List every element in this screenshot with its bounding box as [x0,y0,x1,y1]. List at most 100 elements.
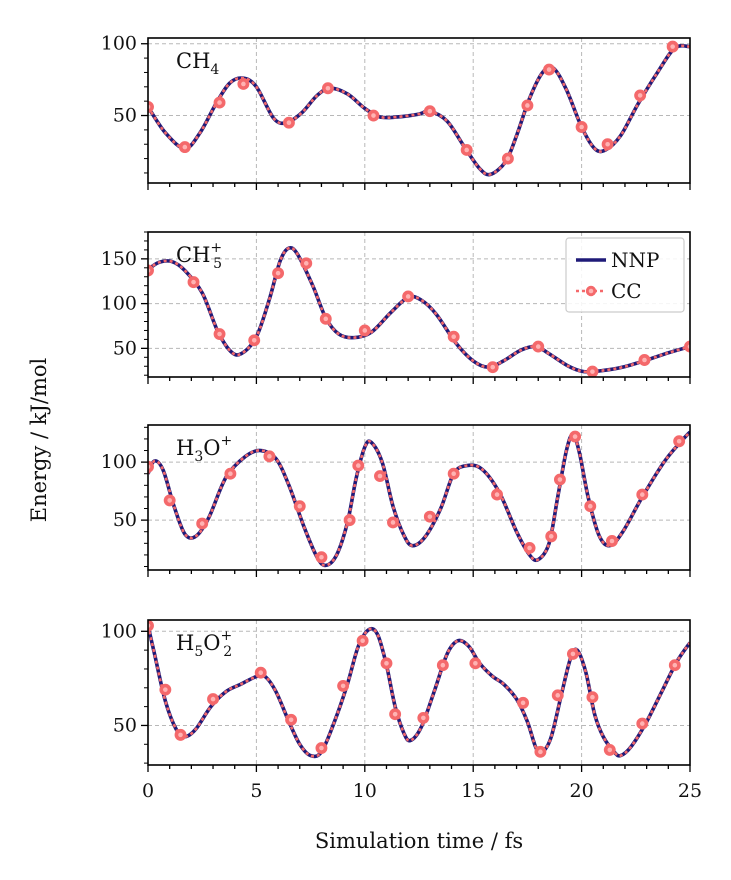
cc-marker-center [525,103,530,108]
cc-marker-center [362,328,368,333]
panel-2: 50 100 150 CH+ 5 NNP CC [101,231,691,384]
cc-marker-center [607,747,613,753]
cc-marker-center [355,463,361,468]
cc-marker-center [490,364,496,370]
cc-marker-center [325,85,331,91]
x-tick-label: 15 [461,780,485,802]
cc-marker-center [288,717,294,723]
cc-line [148,625,690,758]
legend-cc-label: CC [611,279,642,303]
cc-marker-center [384,661,389,666]
cc-marker-center [251,338,257,343]
cc-marker-center [473,661,478,666]
cc-marker-center [191,279,196,285]
cc-marker-center [642,357,647,363]
cc-marker-center [275,270,281,276]
cc-marker-center [527,545,532,551]
y-axis-label: Energy / kJ/mol [27,357,51,522]
y-tick-label: 150 [101,248,137,270]
panel-label: CH+ 5 [176,240,222,272]
cc-marker-center [587,503,593,509]
cc-marker-center [323,316,329,322]
cc-marker-center [319,554,324,560]
plot-frame [147,231,691,378]
cc-marker-center [217,331,222,337]
cc-marker-center [579,124,584,130]
plot-frame [147,424,691,571]
cc-marker-center [672,662,678,668]
cc-line [148,246,690,374]
x-tick-label: 20 [570,780,594,802]
legend-cc-marker-center [588,288,594,294]
nnp-line [148,43,690,177]
cc-marker-center [297,503,303,509]
cc-marker-center [440,662,446,668]
panel-3: 50 100 H3O+ [101,424,691,577]
cc-marker-center [390,520,396,525]
cc-marker-center [548,534,554,539]
cc-marker-center [555,693,561,698]
cc-marker-center [609,538,615,544]
y-tick-label: 50 [113,337,137,359]
cc-marker-center [258,670,264,676]
y-tick-label: 50 [113,509,137,531]
x-axis-label: Simulation time / fs [315,829,523,853]
cc-marker-center [505,156,511,161]
cc-marker-center [405,294,411,299]
cc-marker-center [605,141,610,147]
legend-nnp-label: NNP [611,248,659,272]
y-tick-label: 50 [113,105,137,127]
cc-marker-center [590,369,595,374]
cc-marker-center [427,108,433,114]
cc-marker-center [520,700,526,706]
cc-marker-center [637,93,643,98]
cc-marker-center [535,344,541,349]
y-tick-label: 50 [113,714,137,736]
cc-marker-center [377,473,383,479]
cc-line [148,44,690,176]
cc-marker-center [572,434,578,439]
cc-marker-center [538,749,543,755]
cc-marker-center [241,81,246,87]
cc-marker-center [640,492,645,497]
cc-marker-center [303,261,309,266]
cc-marker-center [546,67,552,72]
cc-marker-center [590,694,595,700]
panel-label: CH4 [176,49,219,78]
cc-marker-center [319,745,324,751]
cc-marker-center [570,651,576,657]
cc-marker-center [360,638,365,644]
cc-marker-center [464,147,469,153]
cc-marker-center [340,683,346,689]
x-tick-label: 25 [678,780,702,802]
cc-marker-center [421,715,426,721]
cc-marker-center [167,498,172,503]
panel-4: 50 100 H5O+ 2 0 5 10 15 20 25 [101,619,702,802]
cc-marker-center [494,492,500,497]
cc-marker-center [640,721,645,726]
cc-marker-center [371,113,376,118]
cc-marker-center [217,100,222,105]
cc-marker-center [451,334,456,340]
x-tick-label: 0 [142,780,154,802]
panel-1: 50 100 CH4 [101,33,691,190]
y-tick-label: 100 [101,451,137,473]
y-tick-label: 100 [101,293,137,315]
cc-marker-center [182,144,188,150]
cc-marker-center [392,711,398,717]
x-tick-label: 10 [353,780,377,802]
cc-marker-center [267,454,272,459]
panel-label: H5O+ 2 [176,628,232,660]
cc-marker-center [451,471,456,477]
cc-line [148,431,690,567]
cc-marker-center [163,687,168,692]
panel-label: H3O+ [176,433,232,465]
y-tick-label: 100 [101,33,137,55]
legend: NNP CC [565,237,685,313]
cc-marker-center [670,44,675,49]
plot-frame [147,37,691,184]
cc-marker-center [286,120,292,126]
cc-marker-center [676,438,682,444]
